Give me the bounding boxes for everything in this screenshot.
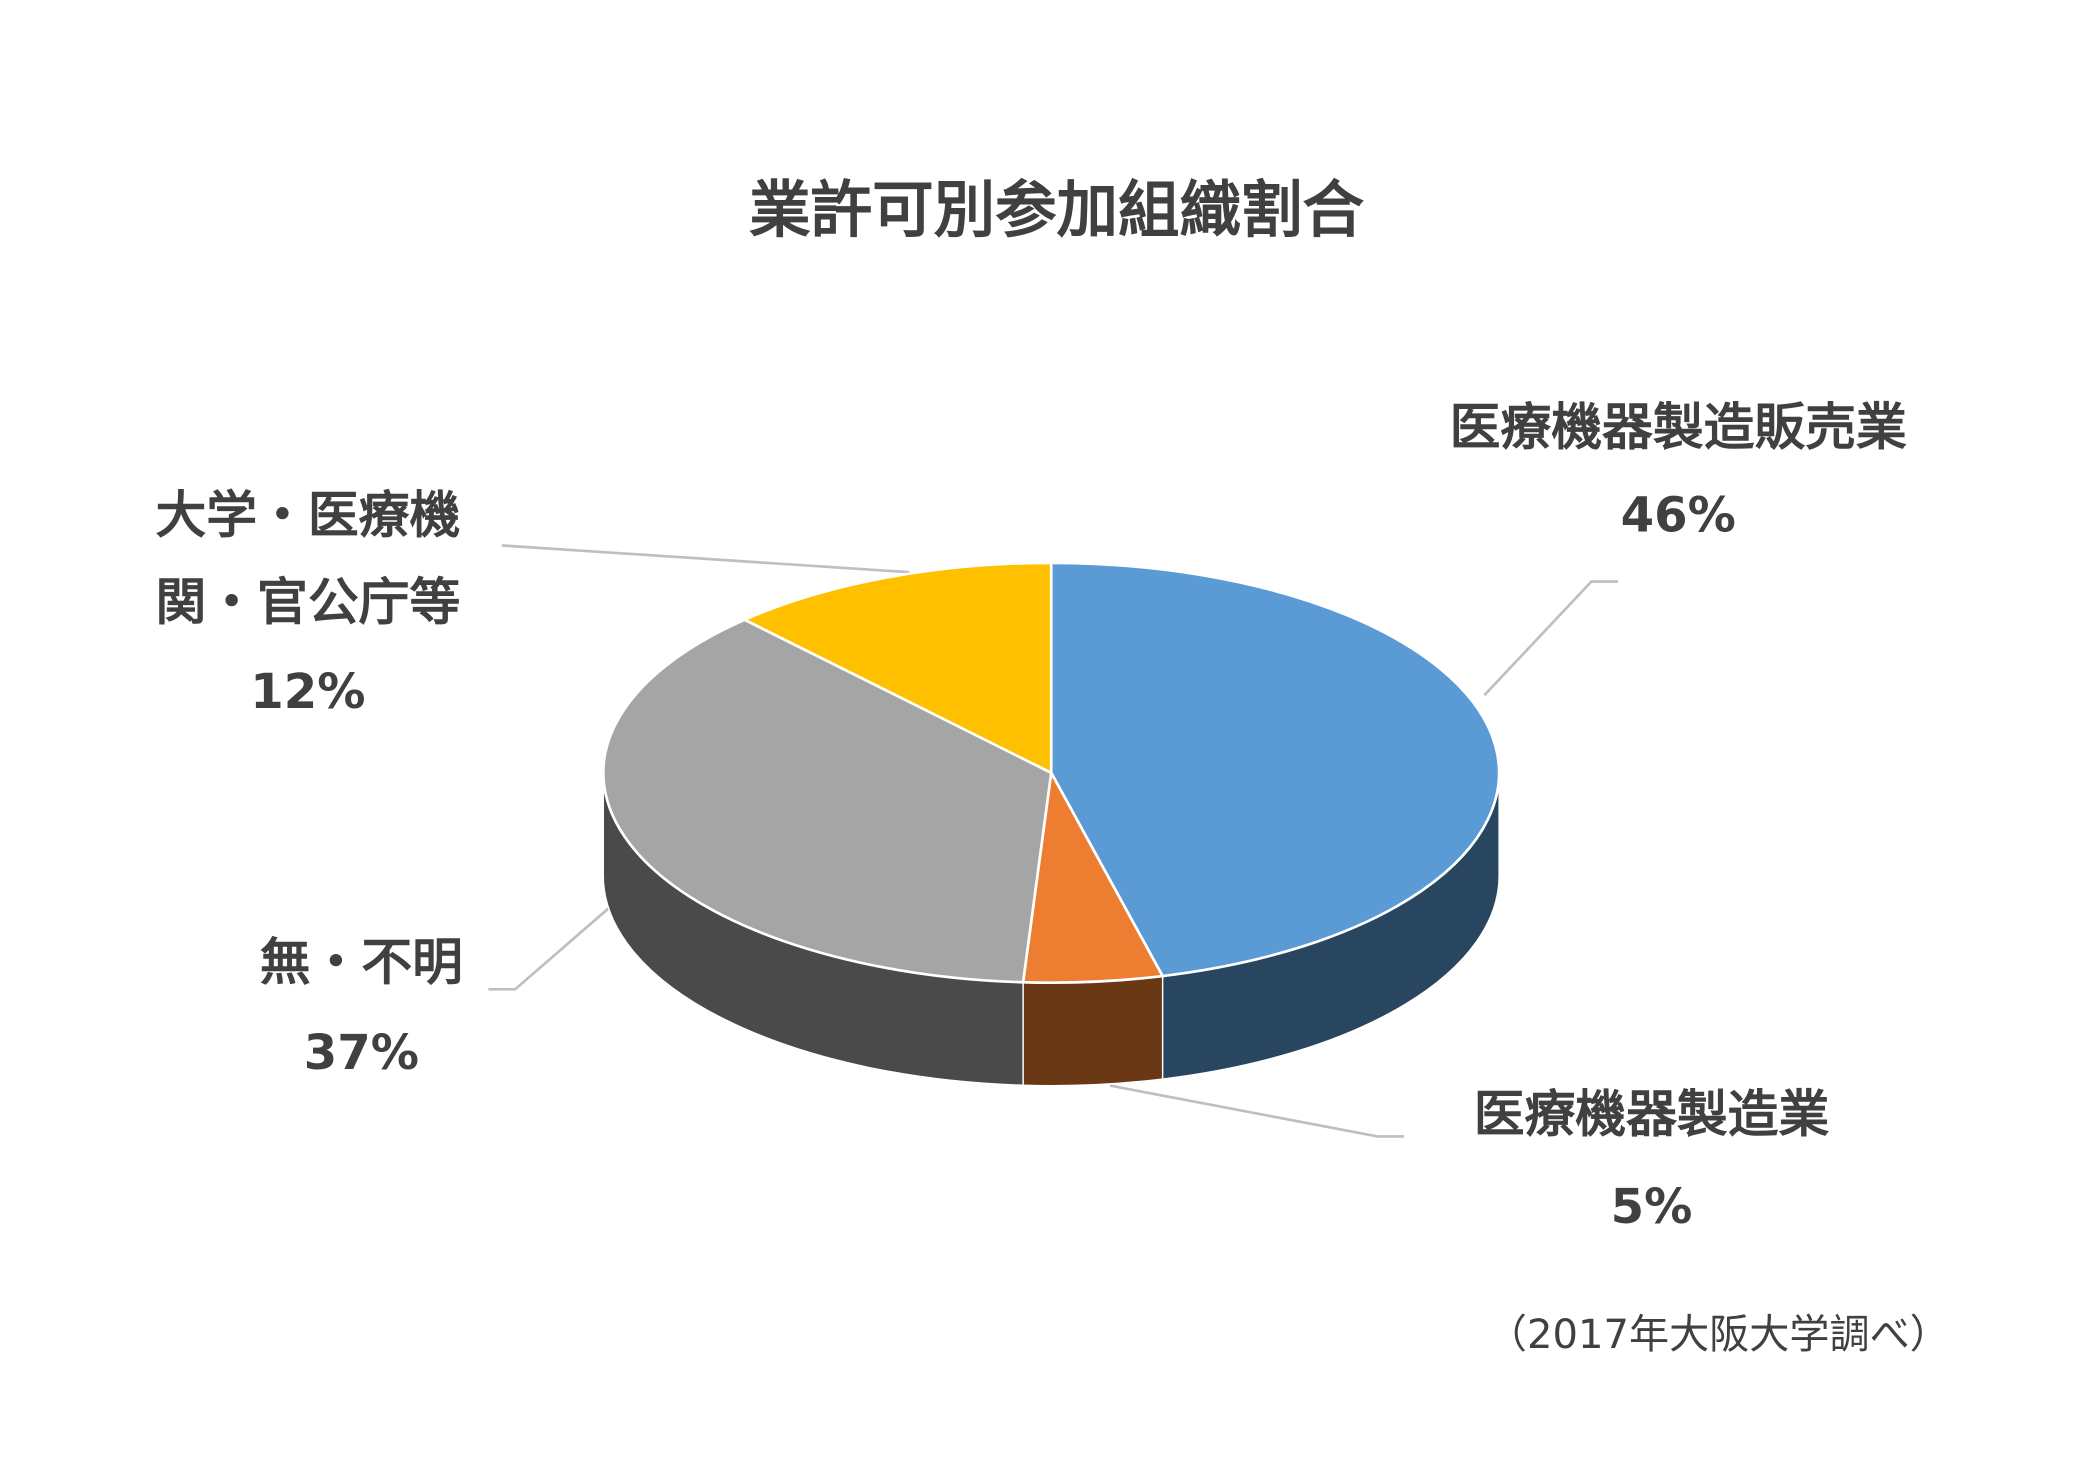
data-label-name: 医療機器製造販売業: [1450, 397, 1907, 456]
data-label-name: 医療機器製造業: [1474, 1085, 1830, 1144]
chart-title: 業許可別参加組織割合: [749, 174, 1364, 246]
data-label-value: 37%: [304, 1025, 419, 1081]
leader-line: [1483, 580, 1619, 697]
slice: [601, 618, 1053, 984]
data-label-value: 5%: [1611, 1179, 1693, 1235]
slice: [1049, 561, 1501, 978]
slice-side: [1022, 975, 1164, 1087]
slice: [741, 561, 1053, 775]
data-label-name: 大学・医療機関・官公庁等: [155, 486, 460, 632]
leader-line: [501, 544, 910, 574]
data-label-value: 12%: [250, 664, 365, 720]
data-label-name: 無・不明: [260, 932, 463, 991]
leader-line: [488, 901, 617, 991]
leader-line: [1109, 1084, 1405, 1138]
source-note: （2017年大阪大学調べ）: [1487, 1312, 1950, 1358]
data-label-value: 46%: [1621, 488, 1736, 544]
